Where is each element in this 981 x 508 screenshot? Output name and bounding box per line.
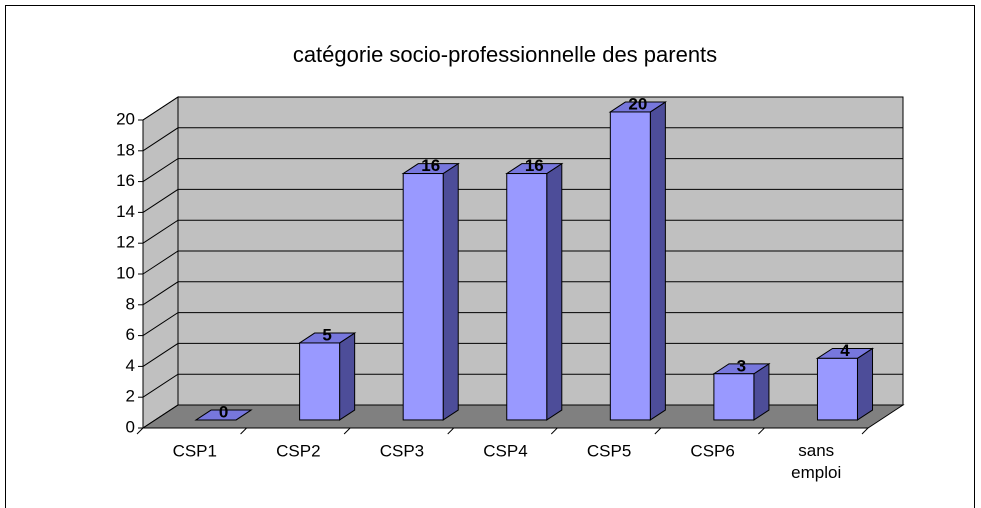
value-label: 20: [628, 94, 647, 113]
y-tick-label: 2: [126, 387, 135, 406]
y-tick-label: 16: [116, 171, 135, 190]
value-label: 5: [322, 325, 331, 344]
value-label: 16: [525, 156, 544, 175]
x-tick: [343, 427, 351, 435]
x-tick-label-line: sans: [798, 441, 834, 460]
y-tick-label: 14: [116, 202, 135, 221]
bar: [815, 347, 875, 421]
value-label: 3: [737, 356, 746, 375]
bar-side: [442, 162, 459, 421]
bar: [297, 332, 357, 421]
bar: [194, 409, 253, 421]
bar: [712, 362, 771, 421]
value-label: 4: [840, 341, 850, 360]
bar-side: [339, 332, 356, 421]
bar: [608, 101, 668, 421]
x-tick-label: CSP1: [173, 441, 217, 460]
x-tick: [240, 427, 247, 435]
bar-front: [609, 111, 651, 421]
bar-front: [299, 342, 341, 421]
y-tick-label: 12: [116, 233, 135, 252]
x-tick: [654, 427, 662, 435]
x-tick-label-line: emploi: [791, 463, 841, 482]
y-tick-label: 10: [116, 263, 135, 282]
x-tick: [550, 427, 558, 435]
x-tick: [861, 427, 869, 435]
bar: [401, 162, 460, 421]
value-label: 0: [219, 402, 228, 421]
bar-front: [506, 173, 548, 421]
bar-front: [713, 373, 755, 421]
value-label: 16: [421, 156, 440, 175]
chart-title: catégorie socio-professionnelle des pare…: [293, 42, 717, 67]
x-tick: [447, 427, 455, 435]
y-tick-label: 18: [116, 140, 135, 159]
x-tick-label: CSP3: [380, 441, 424, 460]
y-tick-label: 8: [126, 294, 135, 313]
x-tick-label: CSP2: [276, 441, 320, 460]
x-tick: [136, 427, 144, 435]
bar-front: [816, 357, 858, 421]
y-tick-label: 0: [126, 417, 135, 436]
bar-side: [649, 101, 666, 421]
bar-side: [856, 347, 874, 421]
x-tick: [758, 427, 765, 435]
bar-side: [546, 162, 563, 421]
x-tick-label: CSP6: [690, 441, 734, 460]
bar: [505, 162, 564, 421]
y-tick-label: 20: [116, 109, 135, 128]
bar-top: [194, 409, 253, 421]
bar-front: [402, 173, 444, 421]
grid-line: [142, 96, 903, 121]
x-tick-label: sans emploi: [791, 441, 841, 482]
x-tick-label: CSP4: [483, 441, 527, 460]
y-tick-label: 4: [126, 356, 135, 375]
x-tick-label: CSP5: [587, 441, 631, 460]
y-tick-label: 6: [126, 325, 135, 344]
